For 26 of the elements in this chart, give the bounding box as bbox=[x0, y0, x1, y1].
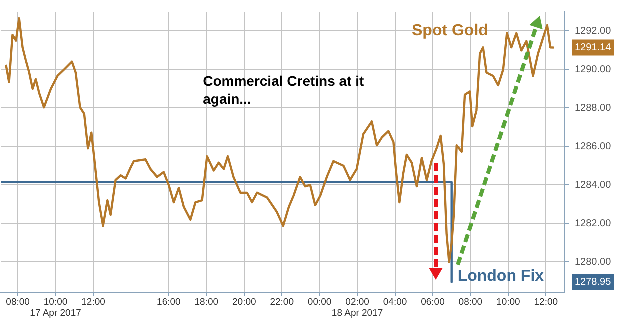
y-tick-label: 1278.95 bbox=[575, 277, 612, 288]
x-tick-label: 06:00 bbox=[421, 297, 445, 308]
x-tick-label: 22:00 bbox=[270, 297, 294, 308]
series-label: Spot Gold bbox=[412, 22, 488, 40]
x-tick-label: 20:00 bbox=[232, 297, 256, 308]
y-tick-label: 1286.00 bbox=[575, 141, 612, 152]
x-tick-label: 08:00 bbox=[6, 297, 30, 308]
y-tick-label: 1282.00 bbox=[575, 218, 612, 230]
x-tick-label: 02:00 18 Apr 2017 bbox=[332, 297, 384, 320]
x-tick-label: 18:00 bbox=[194, 297, 219, 308]
x-tick-label: 12:00 bbox=[82, 297, 106, 308]
y-tick-label: 1291.14 bbox=[575, 42, 612, 54]
y-tick-label: 1280.00 bbox=[575, 256, 612, 268]
y-tick-label: 1290.00 bbox=[575, 64, 612, 76]
y-tick-label: 1292.00 bbox=[575, 26, 612, 37]
x-tick-label: 00:00 bbox=[308, 297, 332, 308]
x-tick-label: 10:00 17 Apr 2017 bbox=[30, 297, 82, 320]
x-tick-label: 04:00 bbox=[383, 297, 408, 308]
y-tick-label: 1288.00 bbox=[575, 102, 612, 114]
x-tick-label: 16:00 bbox=[157, 297, 181, 308]
series-label: London Fix bbox=[458, 268, 544, 285]
x-tick-label: 12:00 bbox=[534, 297, 558, 308]
annotation: Commercial Cretins at it again... bbox=[203, 73, 364, 107]
x-tick-label: 08:00 bbox=[458, 297, 483, 308]
x-tick-label: 10:00 bbox=[496, 297, 520, 308]
y-tick-label: 1284.00 bbox=[575, 180, 612, 191]
